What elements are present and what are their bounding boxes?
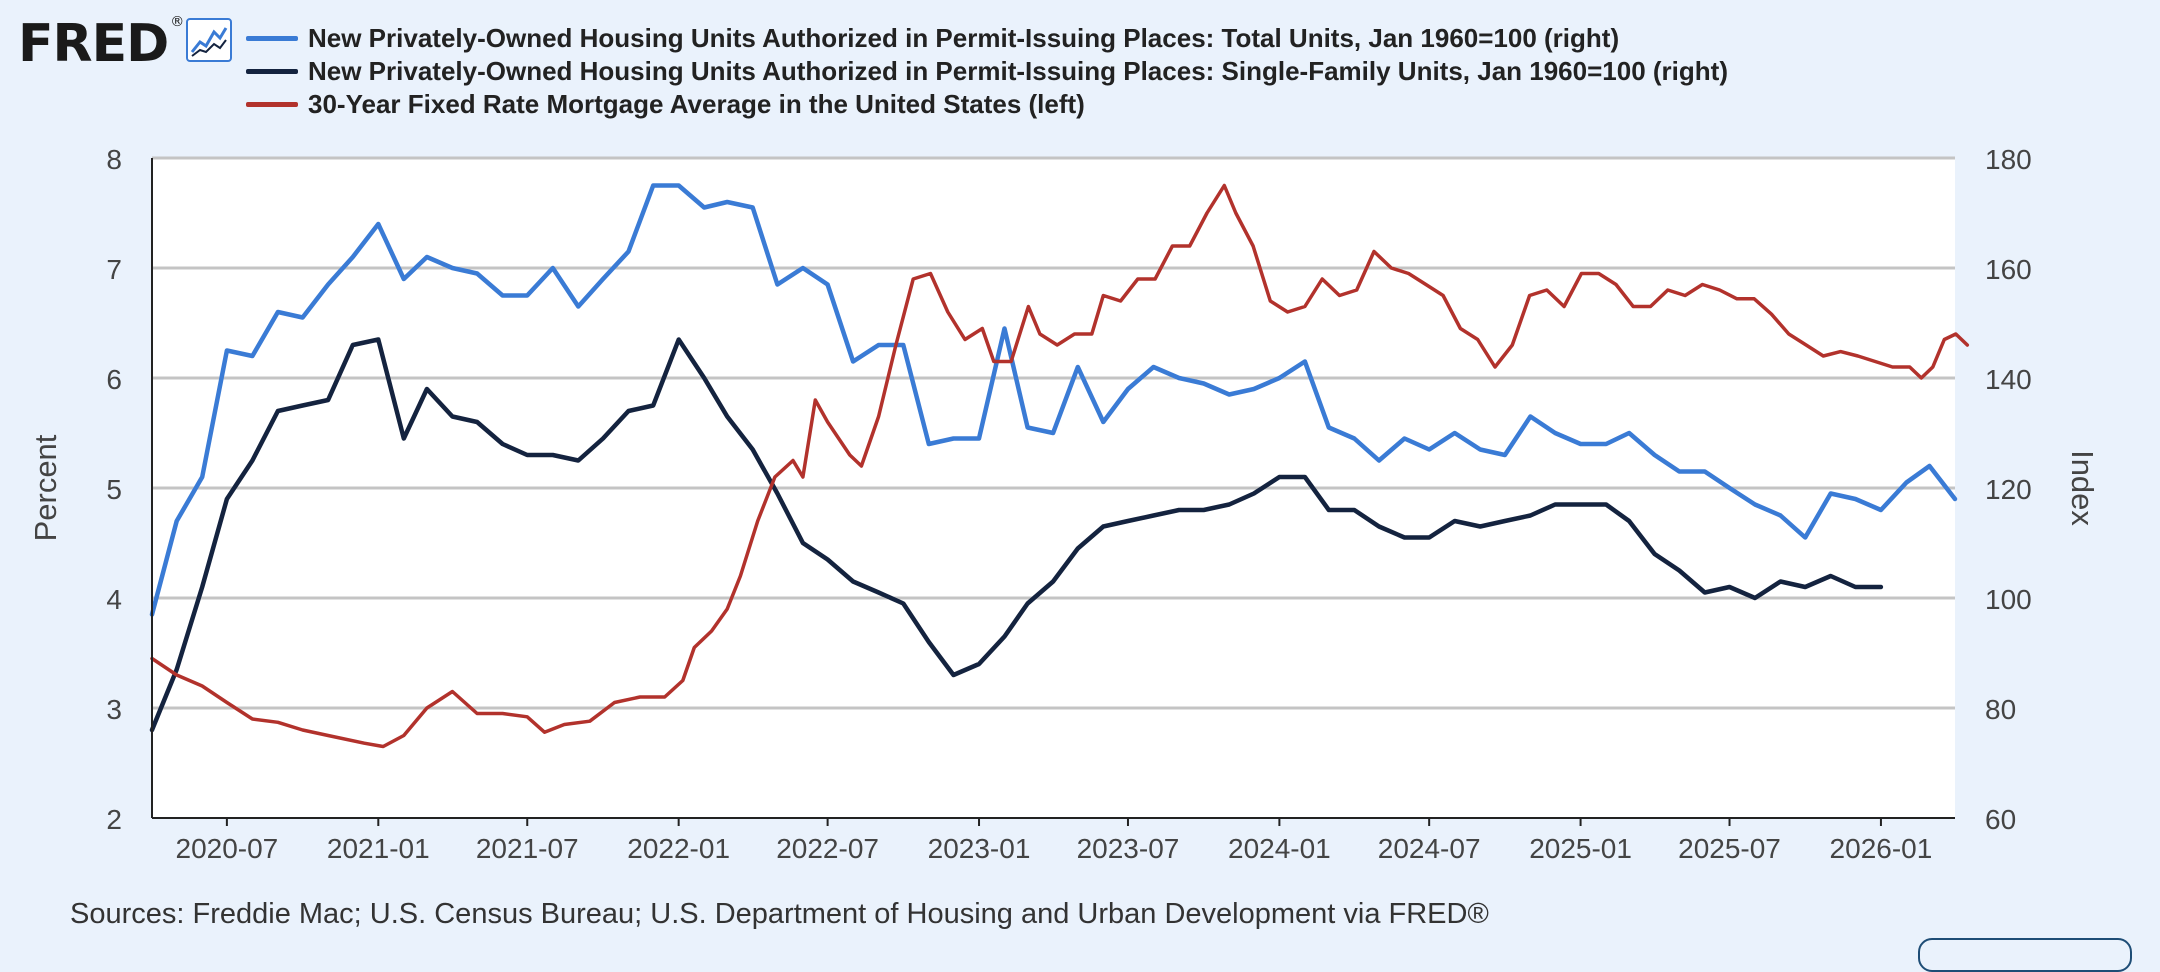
legend-swatch-single-family	[246, 69, 298, 74]
right-y-axis-ticks: 60 80 100 120 140 160 180	[1985, 144, 2032, 835]
legend-label-total-units: New Privately-Owned Housing Units Author…	[308, 23, 1620, 53]
series-layer	[149, 183, 1970, 749]
source-note: Sources: Freddie Mac; U.S. Census Bureau…	[70, 898, 1489, 930]
legend-label-mortgage-rate: 30-Year Fixed Rate Mortgage Average in t…	[308, 89, 1085, 119]
x-tick-label: 2025-01	[1529, 833, 1632, 864]
left-y-tick-label: 5	[106, 474, 122, 505]
left-y-tick-label: 7	[106, 254, 122, 285]
x-tick-label: 2023-07	[1077, 833, 1180, 864]
x-tick-label: 2022-01	[627, 833, 730, 864]
x-tick-label: 2025-07	[1678, 833, 1781, 864]
x-tick-label: 2026-01	[1830, 833, 1933, 864]
right-y-tick-label: 60	[1985, 804, 2016, 835]
series-line-mortgage-rate[interactable]	[150, 183, 1970, 749]
registered-mark: ®	[170, 14, 184, 30]
right-y-tick-label: 160	[1985, 254, 2032, 285]
legend-swatch-total-units	[246, 36, 298, 41]
x-tick-label: 2024-07	[1378, 833, 1481, 864]
right-y-tick-label: 180	[1985, 144, 2032, 175]
series-line-single-family[interactable]	[149, 337, 1884, 733]
left-y-tick-label: 4	[106, 584, 122, 615]
right-y-axis-label: Index	[2065, 450, 2100, 526]
left-y-tick-label: 6	[106, 364, 122, 395]
x-tick-label: 2021-01	[327, 833, 430, 864]
left-y-axis-ticks: 2 3 4 5 6 7 8	[106, 144, 122, 835]
line-chart-icon[interactable]	[186, 18, 232, 62]
left-y-tick-label: 8	[106, 144, 122, 175]
share-button[interactable]	[1918, 938, 2132, 972]
right-y-tick-label: 120	[1985, 474, 2032, 505]
fred-logo-text: FRED	[18, 14, 169, 74]
x-tick-label: 2021-07	[476, 833, 579, 864]
x-tick-label: 2020-07	[176, 833, 279, 864]
x-tick-label: 2022-07	[776, 833, 879, 864]
series-line-total-units[interactable]	[149, 183, 1958, 617]
left-y-tick-label: 3	[106, 694, 122, 725]
legend-item-single-family[interactable]: New Privately-Owned Housing Units Author…	[246, 55, 1728, 88]
legend-label-single-family: New Privately-Owned Housing Units Author…	[308, 56, 1728, 86]
x-axis-ticks: 2020-07 2021-01 2021-07 2022-01 2022-07 2023-…	[176, 818, 1933, 864]
legend-item-mortgage-rate[interactable]: 30-Year Fixed Rate Mortgage Average in t…	[246, 88, 1728, 121]
right-y-tick-label: 100	[1985, 584, 2032, 615]
right-y-tick-label: 140	[1985, 364, 2032, 395]
x-tick-label: 2023-01	[928, 833, 1031, 864]
legend-swatch-mortgage-rate	[246, 102, 298, 107]
legend-item-total-units[interactable]: New Privately-Owned Housing Units Author…	[246, 22, 1728, 55]
x-tick-label: 2024-01	[1228, 833, 1331, 864]
right-y-tick-label: 80	[1985, 694, 2016, 725]
chart-legend: New Privately-Owned Housing Units Author…	[246, 22, 1728, 121]
fred-logo[interactable]: FRED ®	[18, 14, 184, 74]
left-y-axis-label: Percent	[28, 434, 63, 541]
left-y-tick-label: 2	[106, 804, 122, 835]
line-chart[interactable]: 2 3 4 5 6 7 8 60 80 100 120 140 160 180 2020-07 2021-…	[0, 0, 2160, 949]
